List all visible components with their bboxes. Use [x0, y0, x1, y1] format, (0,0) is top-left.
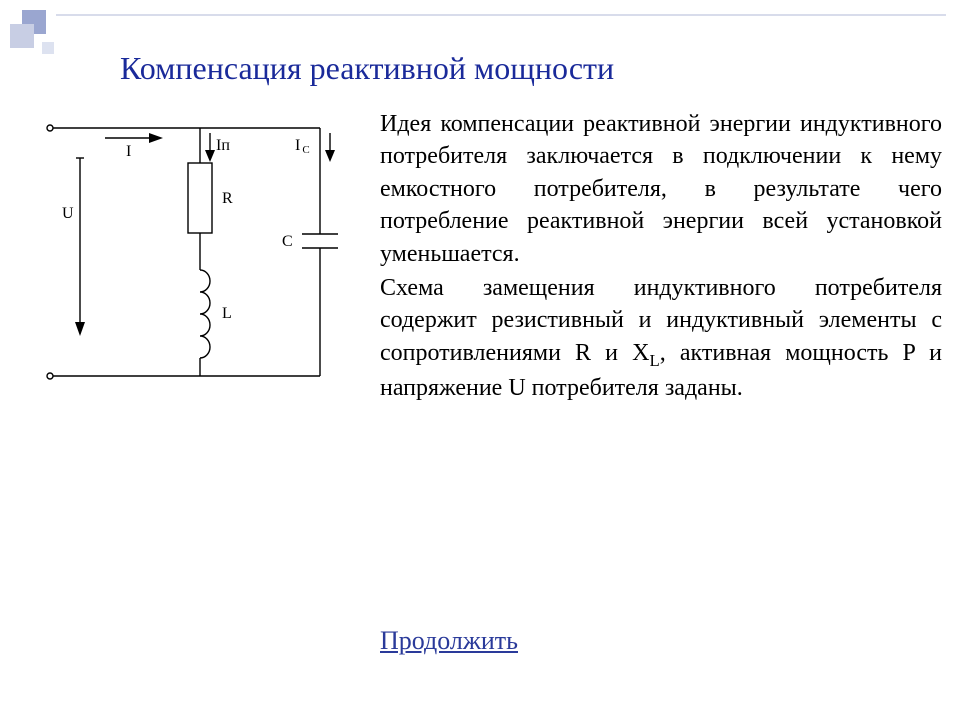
content-area: U I Iп IC R L C Идея компенсации реактив…	[20, 108, 940, 628]
label-u: U	[62, 205, 74, 222]
label-l: L	[222, 305, 232, 322]
continue-link[interactable]: Продолжить	[380, 626, 518, 656]
label-r: R	[222, 190, 233, 207]
circuit-diagram: U I Iп IC R L C	[20, 108, 370, 408]
body-text: Идея компенсации реактивной энергии инду…	[380, 108, 942, 407]
label-ip: Iп	[216, 137, 230, 154]
page-title: Компенсация реактивной мощности	[120, 50, 880, 87]
paragraph-1: Идея компенсации реактивной энергии инду…	[380, 108, 942, 270]
label-c: C	[282, 233, 293, 250]
header-rule	[56, 14, 946, 16]
paragraph-2: Схема замещения индуктивного потребителя…	[380, 272, 942, 405]
p2-sub: L	[650, 351, 660, 370]
label-ic: IC	[295, 137, 310, 156]
label-i: I	[126, 143, 131, 160]
